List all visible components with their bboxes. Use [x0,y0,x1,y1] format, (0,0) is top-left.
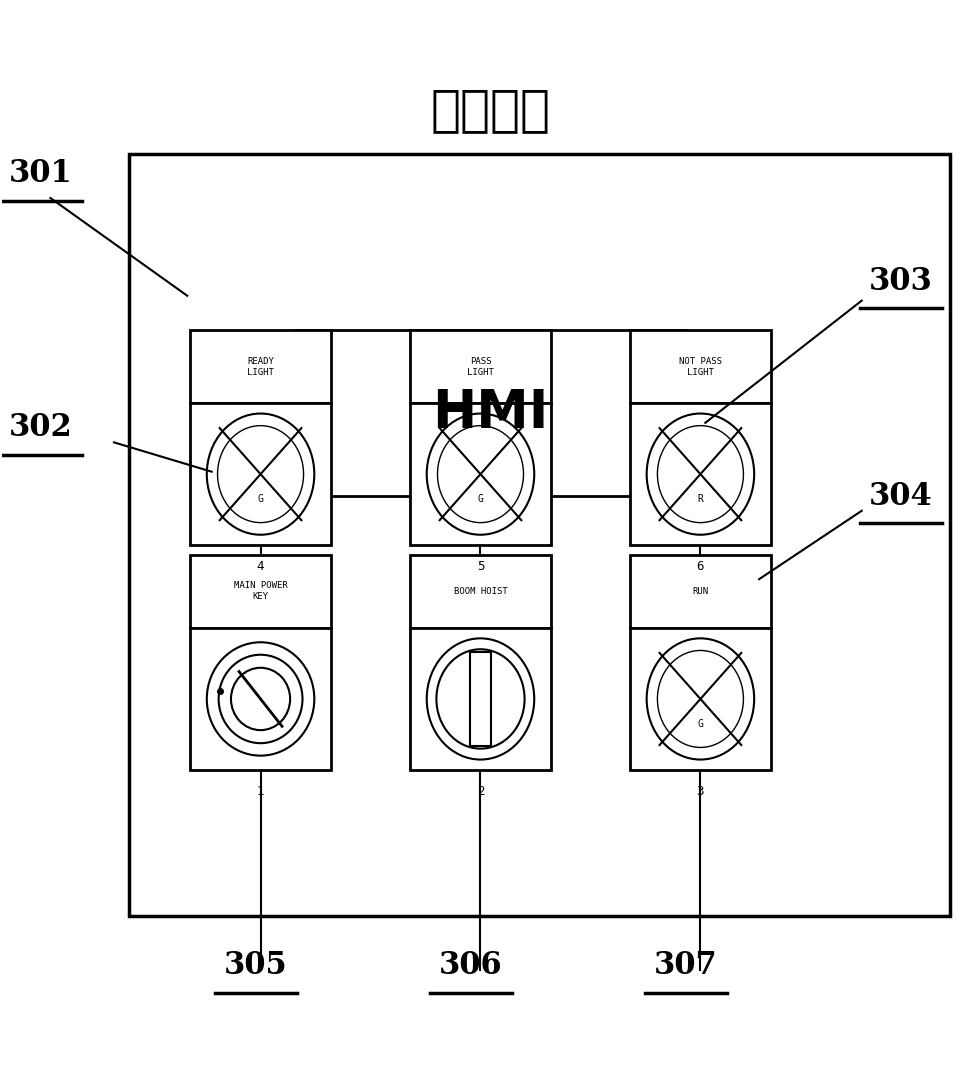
Bar [469,652,491,746]
Bar [409,403,551,545]
Bar [128,154,949,917]
Bar [409,628,551,770]
Text: G: G [477,495,483,505]
Text: MAIN POWER
KEY: MAIN POWER KEY [234,581,288,602]
Text: 1: 1 [256,785,264,798]
Bar [190,330,332,403]
Bar [409,330,551,403]
Bar [190,555,332,628]
Bar [629,330,771,403]
Text: 3: 3 [696,785,703,798]
Text: 2: 2 [476,785,484,798]
Text: 304: 304 [868,481,932,511]
Text: G: G [696,719,702,729]
Bar [409,555,551,628]
Text: PASS
LIGHT: PASS LIGHT [467,356,494,377]
Text: 305: 305 [224,949,288,981]
Text: 306: 306 [438,949,502,981]
Text: 303: 303 [868,266,932,296]
Text: 5: 5 [476,560,484,573]
Bar [629,628,771,770]
Bar [629,555,771,628]
Text: 4: 4 [256,560,264,573]
Text: BOOM HOIST: BOOM HOIST [453,586,507,596]
Text: READY
LIGHT: READY LIGHT [246,356,274,377]
Bar [294,330,685,496]
Bar [190,628,332,770]
Bar [629,403,771,545]
Text: RUN: RUN [691,586,708,596]
Text: HMI: HMI [431,387,548,439]
Bar [190,403,332,545]
Text: NOT PASS
LIGHT: NOT PASS LIGHT [678,356,721,377]
Text: 307: 307 [653,949,717,981]
Text: 302: 302 [9,412,72,444]
Text: 操作面板: 操作面板 [429,86,550,134]
Text: G: G [257,495,263,505]
Text: 6: 6 [696,560,703,573]
Text: R: R [696,495,702,505]
Text: 301: 301 [9,158,72,189]
